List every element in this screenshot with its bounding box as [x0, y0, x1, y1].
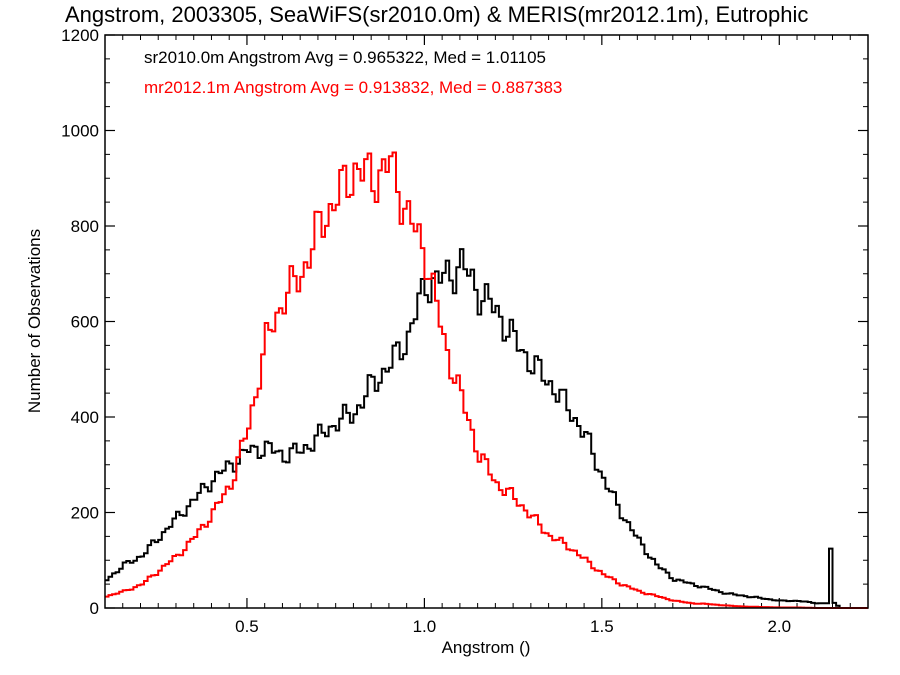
y-tick-labels: 0 200 400 600 800 1000 1200	[61, 26, 99, 618]
legend-series-2: mr2012.1m Angstrom Avg = 0.913832, Med =…	[144, 78, 562, 97]
x-tick-label: 1.0	[413, 617, 437, 636]
series-sr2010-histogram-line	[105, 248, 868, 609]
y-tick-label: 0	[90, 599, 99, 618]
y-tick-label: 600	[71, 313, 99, 332]
x-axis-label: Angstrom ()	[442, 638, 531, 657]
series-mr2012-histogram-line	[105, 151, 868, 609]
legend-series-1: sr2010.0m Angstrom Avg = 0.965322, Med =…	[144, 48, 546, 67]
y-axis-label: Number of Observations	[25, 229, 44, 413]
x-tick-labels: 0.5 1.0 1.5 2.0	[235, 617, 791, 636]
y-tick-label: 1000	[61, 122, 99, 141]
x-tick-label: 1.5	[590, 617, 614, 636]
y-tick-label: 200	[71, 504, 99, 523]
chart-title: Angstrom, 2003305, SeaWiFS(sr2010.0m) & …	[65, 2, 808, 27]
y-tick-label: 1200	[61, 26, 99, 45]
y-tick-label: 400	[71, 408, 99, 427]
plot-frame	[104, 34, 869, 609]
axis-ticks	[105, 34, 868, 609]
y-tick-label: 800	[71, 217, 99, 236]
x-tick-label: 0.5	[235, 617, 259, 636]
series-layer	[105, 151, 868, 609]
x-tick-label: 2.0	[767, 617, 791, 636]
